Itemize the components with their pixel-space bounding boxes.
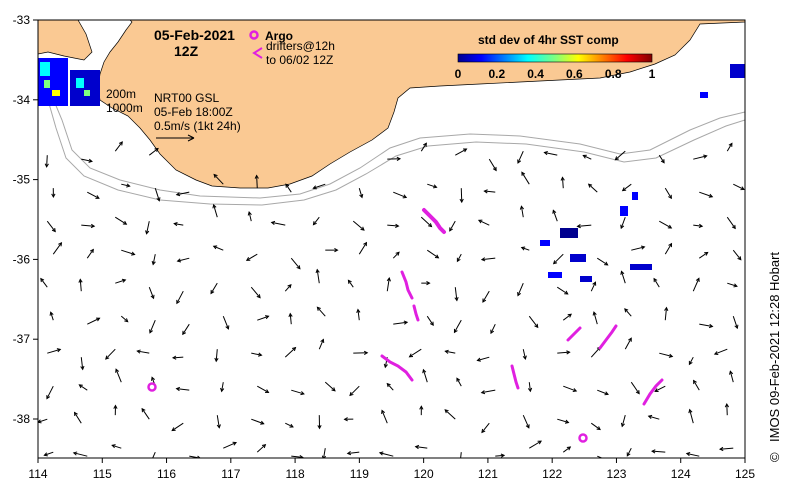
colorbar-tick-label: 1 <box>649 67 656 81</box>
x-tick-label: 124 <box>671 467 691 481</box>
drifter-legend-line2: to 06/02 12Z <box>266 53 333 67</box>
product-time: 05-Feb 18:00Z <box>154 105 233 119</box>
map-date: 05-Feb-2021 <box>154 27 235 43</box>
colorbar-tick-label: 0.8 <box>605 67 622 81</box>
y-tick-label: -33 <box>13 13 31 27</box>
x-tick-label: 119 <box>350 467 369 481</box>
vector-scale-label: 0.5m/s (1kt 24h) <box>154 119 241 133</box>
drifter-legend-line1: drifters@12h <box>266 39 335 53</box>
x-tick-label: 121 <box>478 467 498 481</box>
x-tick-label: 116 <box>157 467 176 481</box>
y-tick-label: -37 <box>13 332 31 346</box>
x-tick-label: 117 <box>221 467 240 481</box>
x-tick-label: 123 <box>606 467 626 481</box>
x-tick-label: 118 <box>286 467 305 481</box>
contour-label-1000m: 1000m <box>106 101 143 115</box>
x-tick-label: 114 <box>28 467 47 481</box>
map-time: 12Z <box>174 43 199 59</box>
x-tick-label: 120 <box>414 467 434 481</box>
colorbar-title: std dev of 4hr SST comp <box>478 33 619 47</box>
colorbar-tick-label: 0.2 <box>488 67 505 81</box>
colorbar-tick-label: 0.4 <box>527 67 544 81</box>
x-axis: 114 115 116 117 118 119 120 121 122 123 124 125 <box>28 458 755 481</box>
colorbar-tick-label: 0.6 <box>566 67 583 81</box>
colorbar-tick-label: 0 <box>455 67 462 81</box>
y-tick-label: -34 <box>13 93 31 107</box>
colorbar <box>458 54 652 62</box>
product-name: NRT00 GSL <box>154 91 219 105</box>
contour-label-200m: 200m <box>106 87 136 101</box>
x-tick-label: 115 <box>93 467 112 481</box>
credit-text: IMOS 09-Feb-2021 12:28 Hobart <box>767 252 782 442</box>
y-axis: -33 -34 -35 -36 -37 -38 <box>13 13 38 426</box>
y-tick-label: -35 <box>13 173 31 187</box>
x-tick-label: 125 <box>735 467 755 481</box>
credit-symbol: © <box>767 452 782 462</box>
y-tick-label: -36 <box>13 252 31 266</box>
x-tick-label: 122 <box>542 467 562 481</box>
y-tick-label: -38 <box>13 412 31 426</box>
